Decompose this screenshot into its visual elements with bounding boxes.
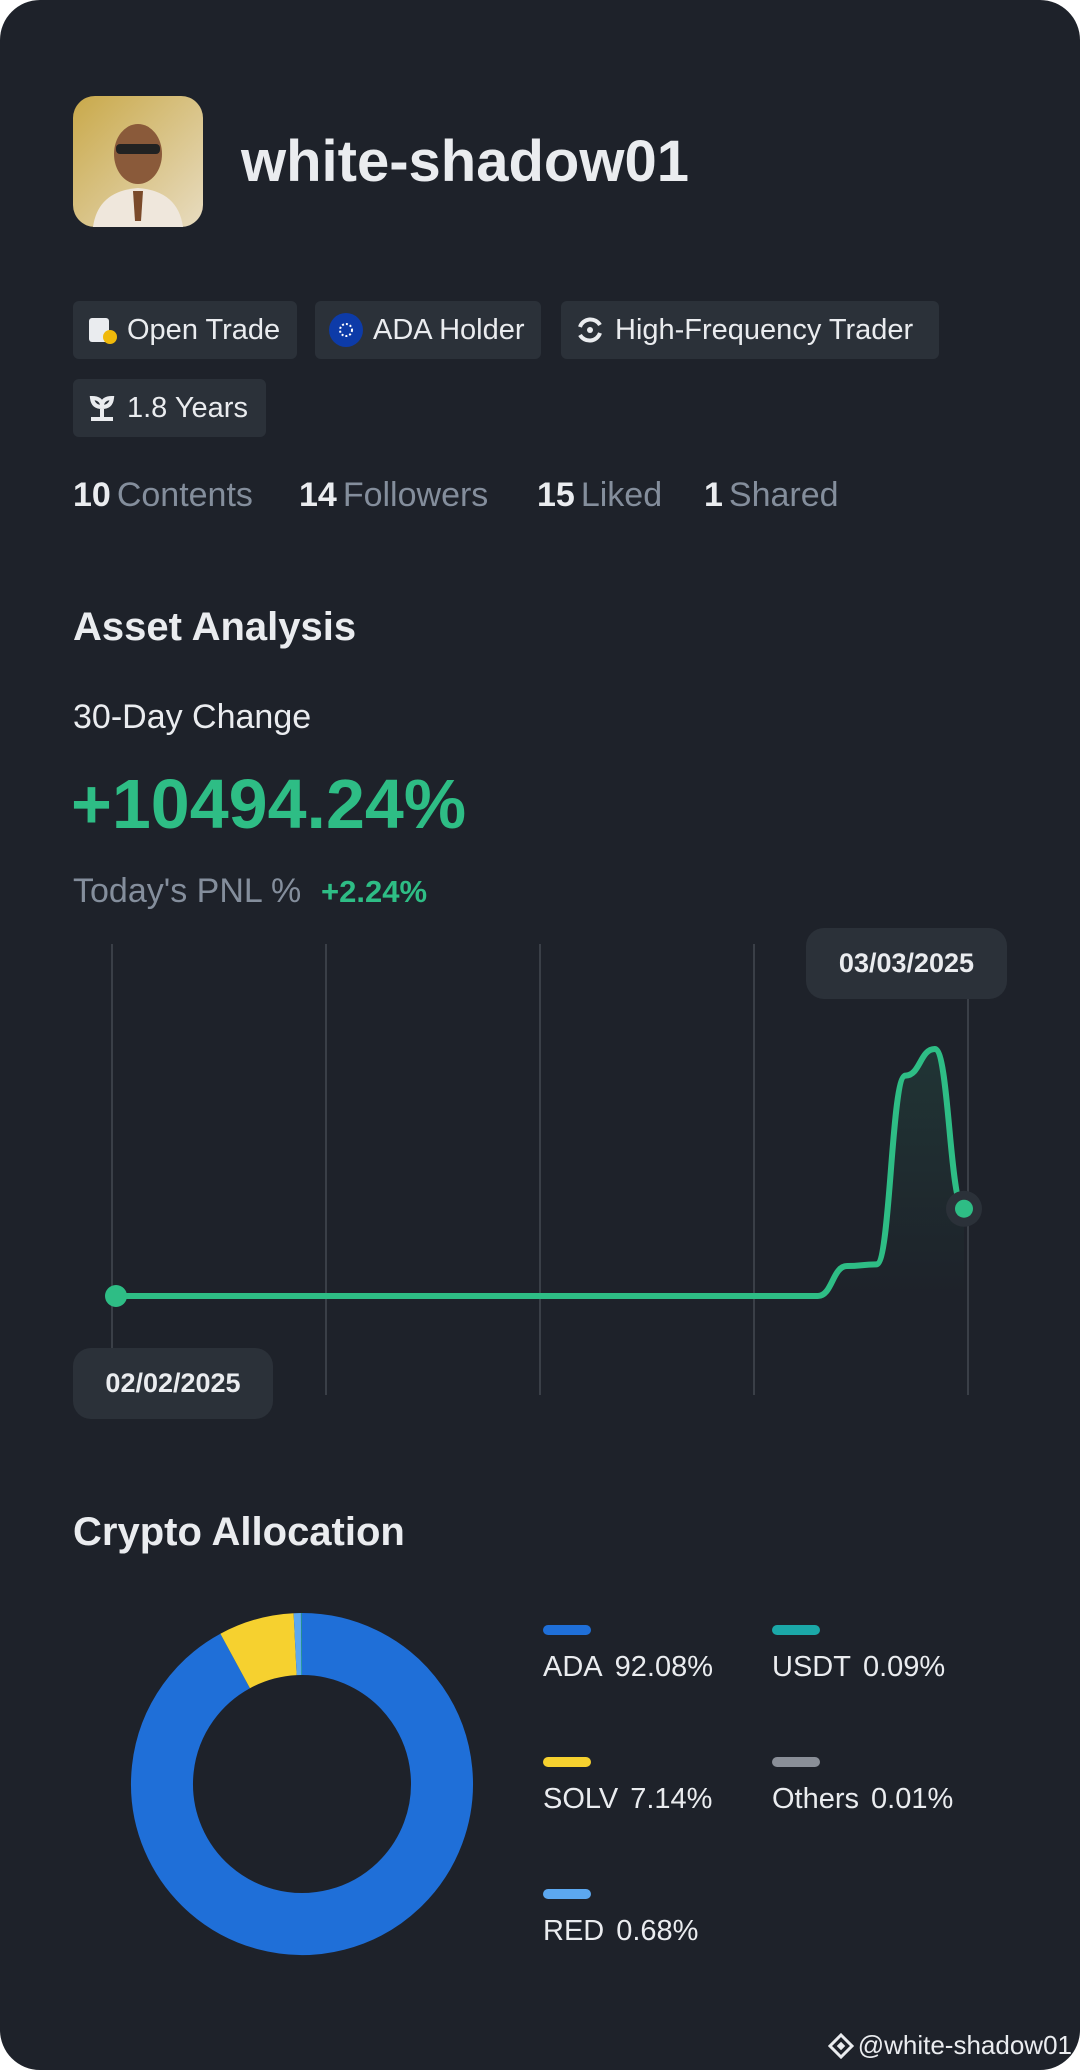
watermark: @white-shadow01	[827, 2030, 1072, 2061]
change-label: 30-Day Change	[73, 698, 312, 736]
stat-value: 14	[299, 476, 337, 514]
stat: 15 Liked	[537, 476, 662, 515]
legend-name: USDT	[772, 1651, 851, 1683]
pnl-label: Today's PNL %	[73, 872, 302, 910]
badge: 1.8 Years	[73, 379, 266, 437]
legend-value: 0.01%	[871, 1783, 954, 1815]
stat: 10 Contents	[73, 476, 253, 515]
badge-icon	[329, 313, 363, 347]
legend-name: SOLV	[543, 1783, 619, 1815]
stat-label: Shared	[728, 476, 839, 514]
legend-name: Others	[772, 1783, 860, 1815]
badge: High-Frequency Trader	[561, 301, 939, 359]
watermark-text: @white-shadow01	[857, 2030, 1072, 2060]
stat-label: Contents	[116, 476, 253, 514]
donut-chart	[131, 1612, 473, 1955]
legend-value: 7.14%	[630, 1783, 713, 1815]
legend-item: RED 0.68%	[543, 1915, 698, 1948]
badge-label: ADA Holder	[373, 313, 525, 346]
legend-item: USDT 0.09%	[772, 1651, 945, 1684]
badge-label: High-Frequency Trader	[615, 313, 914, 346]
username: white-shadow01	[241, 129, 689, 194]
avatar	[73, 96, 203, 227]
stat: 14 Followers	[299, 476, 488, 515]
line-chart	[105, 944, 982, 1395]
legend-swatch	[772, 1625, 820, 1635]
legend-swatch	[543, 1625, 591, 1635]
badge-icon	[578, 317, 602, 343]
badge-label: Open Trade	[127, 313, 281, 346]
donut-segment	[131, 1613, 473, 1955]
start-point	[105, 1285, 127, 1307]
legend-name: ADA	[543, 1651, 603, 1683]
legend-swatch	[772, 1757, 820, 1767]
badge: ADA Holder	[315, 301, 541, 359]
stat-value: 1	[704, 476, 723, 514]
legend-value: 0.68%	[616, 1915, 699, 1947]
section-title: Crypto Allocation	[73, 1510, 405, 1554]
stat-value: 10	[73, 476, 111, 514]
badge: Open Trade	[73, 301, 297, 359]
legend-swatch	[543, 1889, 591, 1899]
legend-value: 92.08%	[614, 1651, 713, 1683]
logo	[827, 2032, 854, 2059]
legend-item: ADA 92.08%	[543, 1651, 713, 1684]
line	[116, 1046, 967, 1299]
legend-item: Others 0.01%	[772, 1783, 953, 1816]
stat-label: Followers	[342, 476, 489, 514]
legend-item: SOLV 7.14%	[543, 1783, 712, 1816]
date-label: 02/02/2025	[73, 1348, 273, 1419]
stat: 1 Shared	[704, 476, 839, 515]
badge-label: 1.8 Years	[127, 391, 248, 424]
legend-swatch	[543, 1757, 591, 1767]
stat-label: Liked	[580, 476, 663, 514]
change-value: +10494.24%	[71, 765, 467, 843]
legend-name: RED	[543, 1915, 605, 1947]
badge-icon	[89, 318, 117, 344]
section-title: Asset Analysis	[73, 605, 357, 649]
stat-value: 15	[537, 476, 575, 514]
donut-segment	[220, 1613, 298, 1689]
line-area	[116, 1049, 964, 1296]
badge-icon	[89, 395, 115, 421]
end-point	[955, 1199, 973, 1218]
pnl-value: +2.24%	[321, 874, 428, 909]
legend-value: 0.09%	[862, 1651, 946, 1683]
date-label: 03/03/2025	[806, 928, 1007, 999]
